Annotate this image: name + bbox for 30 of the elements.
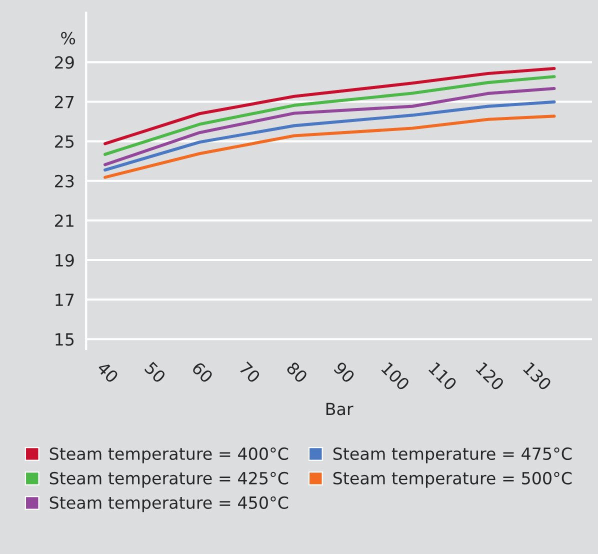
x-tick-label: 110	[428, 362, 458, 391]
y-tick-label: 21	[55, 214, 74, 227]
line-series	[103, 114, 556, 179]
legend-label: Steam temperature = 400°C	[50, 447, 288, 464]
x-tick-label: 80	[286, 361, 308, 384]
legend-label: Steam temperature = 450°C	[50, 496, 288, 512]
y-tick-label: 15	[56, 333, 74, 346]
y-tick-label: 19	[56, 254, 74, 267]
x-tick-label: 60	[191, 361, 214, 384]
x-tick-label: 90	[333, 361, 356, 384]
y-tick-label: 25	[55, 135, 74, 148]
line-series	[103, 66, 556, 146]
x-tick-label: 130	[522, 362, 552, 391]
x-tick-label: 100	[380, 362, 410, 391]
x-tick-label: 120	[475, 362, 505, 391]
x-tick-label: 50	[144, 361, 166, 384]
line-series	[103, 86, 556, 166]
legend-label: Steam temperature = 475°C	[333, 447, 572, 464]
x-axis-title: Bar	[326, 402, 354, 416]
y-tick-label: 29	[55, 56, 74, 69]
y-tick-label: 17	[56, 294, 74, 306]
y-axis-title: %	[61, 32, 76, 44]
y-tick-label: 23	[55, 174, 74, 188]
y-tick-label: 27	[55, 96, 74, 108]
x-tick-label: 40	[96, 360, 120, 384]
line-series	[103, 75, 556, 156]
x-tick-label: 70	[238, 361, 261, 384]
legend-label: Steam temperature = 500°C	[333, 472, 572, 488]
legend-label: Steam temperature = 425°C	[50, 472, 288, 488]
line-series	[103, 100, 556, 172]
